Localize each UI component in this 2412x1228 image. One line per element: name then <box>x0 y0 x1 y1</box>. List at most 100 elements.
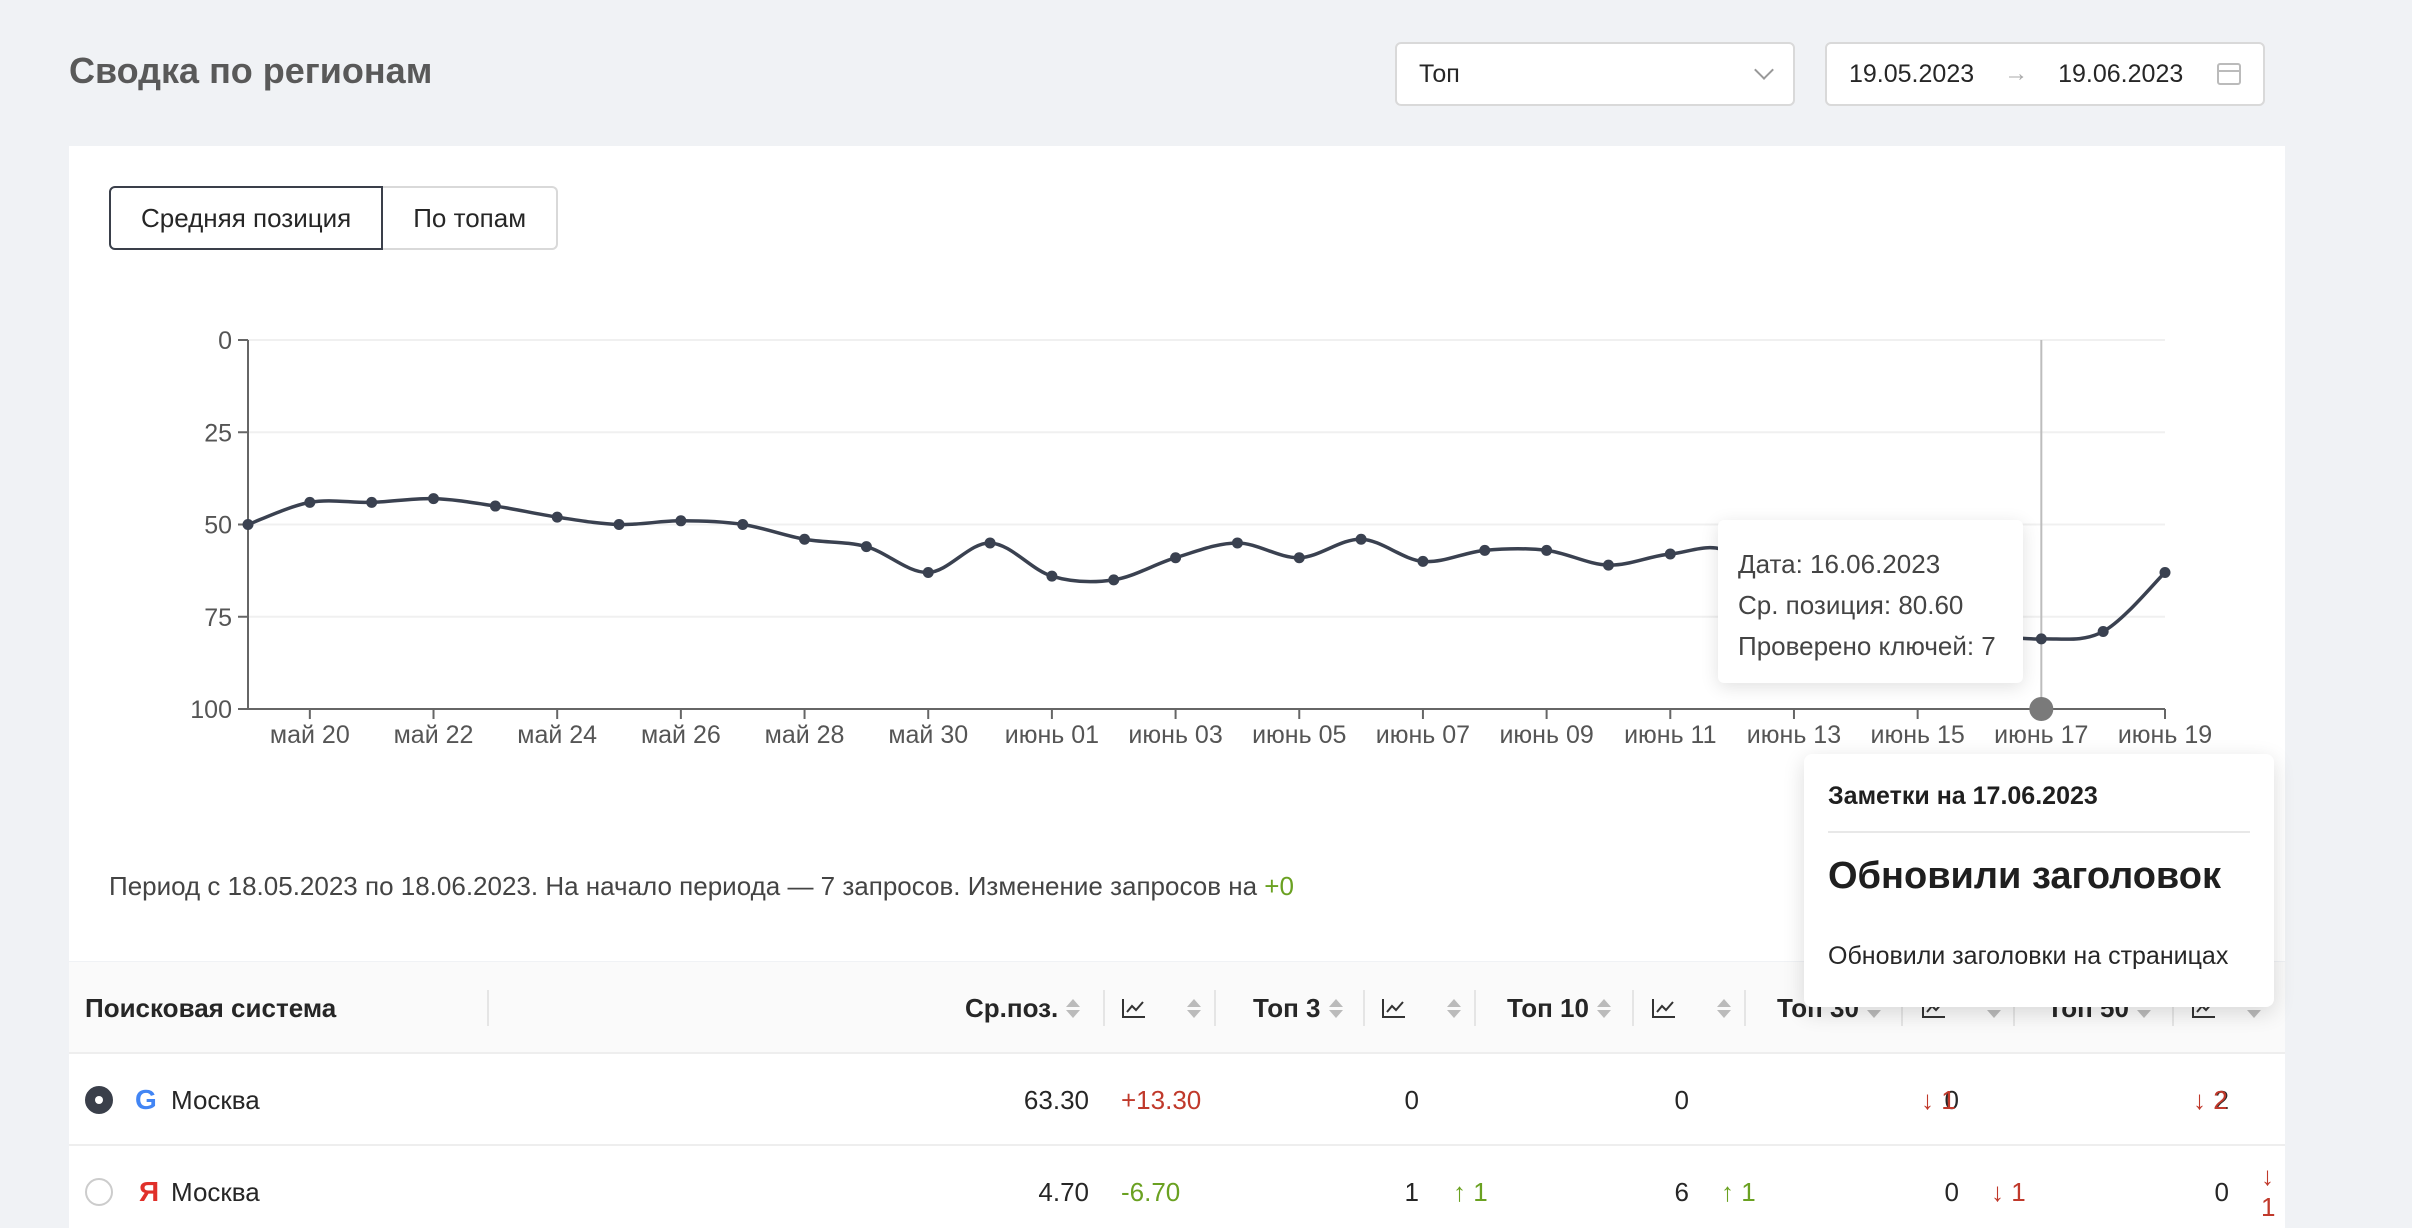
sort-icon[interactable] <box>1328 998 1343 1018</box>
sort-icon[interactable] <box>1187 998 1201 1018</box>
tab-avg-position[interactable]: Средняя позиция <box>109 186 384 250</box>
period-text: Период с 18.05.2023 по 18.06.2023. На на… <box>109 871 1265 901</box>
col-divider <box>1744 990 1746 1026</box>
col-divider <box>1901 990 1903 1026</box>
col-divider <box>2013 990 2015 1026</box>
data-point <box>2035 633 2047 645</box>
col-divider <box>1632 990 1634 1026</box>
sort-icon[interactable] <box>1447 998 1461 1018</box>
trend-chart-icon <box>1122 999 1145 1018</box>
trend-chart-icon <box>1382 999 1405 1018</box>
x-tick-label: июнь 17 <box>1994 721 2088 749</box>
col-top3-label: Топ 3 <box>1253 992 1321 1023</box>
tooltip-keys: Проверено ключей: 7 <box>1738 631 1996 661</box>
x-tick-label: май 30 <box>888 721 968 749</box>
col-top10-trend[interactable] <box>1651 962 1731 1054</box>
x-tick-label: июнь 05 <box>1252 721 1346 749</box>
sort-icon[interactable] <box>1717 998 1731 1018</box>
row-radio[interactable] <box>85 1054 113 1146</box>
x-tick-label: май 28 <box>765 721 845 749</box>
col-divider <box>1103 990 1105 1026</box>
data-point <box>428 493 440 505</box>
data-point <box>1417 555 1429 567</box>
data-point <box>984 537 996 549</box>
row-top10: 0 <box>1674 1084 1689 1115</box>
col-avg[interactable]: Ср.поз. <box>965 962 1081 1054</box>
tooltip-avg: Ср. позиция: 80.60 <box>1738 590 1964 620</box>
table-row[interactable]: G Москва 63.30 +13.30 0 0 0 ↓ 1 2 ↓ 2 <box>69 1054 2285 1146</box>
row-top50-delta: ↓ 1 <box>2261 1161 2276 1222</box>
data-point <box>1108 574 1120 586</box>
data-point <box>922 566 934 578</box>
data-point <box>304 496 316 508</box>
tab-by-tops[interactable]: По топам <box>383 186 559 250</box>
col-avg-trend[interactable] <box>1121 962 1201 1054</box>
row-top3: 1 <box>1404 1176 1419 1207</box>
x-tick-label: июнь 13 <box>1747 721 1841 749</box>
row-avg-delta: -6.70 <box>1121 1176 1181 1207</box>
col-divider <box>1214 990 1216 1026</box>
y-tick-label: 75 <box>204 604 232 632</box>
data-point <box>242 519 254 530</box>
row-city: Москва <box>171 1084 260 1115</box>
row-top30-delta: ↓ 1 <box>1991 1176 2026 1207</box>
x-tick-label: июнь 01 <box>1005 721 1099 749</box>
x-tick-label: июнь 03 <box>1128 721 1222 749</box>
tooltip-date: Дата: 16.06.2023 <box>1738 549 1941 579</box>
x-tick-label: июнь 11 <box>1624 721 1716 749</box>
arrow-right-icon: → <box>2004 60 2029 87</box>
sort-icon[interactable] <box>1066 998 1081 1018</box>
y-tick-label: 50 <box>204 512 232 540</box>
view-toggle: Средняя позиция По топам <box>109 186 559 250</box>
row-radio[interactable] <box>85 1146 113 1228</box>
date-to[interactable]: 19.06.2023 <box>2058 59 2184 88</box>
data-point <box>1664 548 1676 560</box>
x-tick-label: июнь 15 <box>1870 721 1964 749</box>
data-point <box>1231 537 1243 549</box>
row-top30: 0 <box>1944 1084 1959 1115</box>
table-row[interactable]: Я Москва 4.70 -6.70 1 ↑ 1 6 ↑ 1 0 ↓ 1 0 … <box>69 1146 2285 1228</box>
notes-popover: Заметки на 17.06.2023 Обновили заголовок… <box>1804 754 2274 1007</box>
calendar-icon <box>2217 63 2241 85</box>
data-point <box>1541 544 1553 556</box>
row-top10: 6 <box>1674 1176 1689 1207</box>
radio-selected[interactable] <box>85 1086 113 1114</box>
data-point <box>1293 552 1305 564</box>
x-tick-label: май 22 <box>394 721 474 749</box>
data-point <box>1170 552 1182 564</box>
data-point <box>799 533 811 545</box>
data-point <box>489 500 501 512</box>
row-top50: 2 <box>2214 1084 2229 1115</box>
col-engine-label: Поисковая система <box>85 992 337 1023</box>
top-select[interactable]: Топ <box>1395 42 1795 106</box>
col-top10[interactable]: Топ 10 <box>1507 962 1611 1054</box>
data-point <box>675 515 687 527</box>
notes-title: Обновили заголовок <box>1828 855 2222 897</box>
col-divider <box>487 990 489 1026</box>
col-engine: Поисковая система <box>85 962 336 1054</box>
page-title: Сводка по регионам <box>69 50 433 91</box>
col-top10-label: Топ 10 <box>1507 992 1589 1023</box>
row-top30: 0 <box>1944 1176 1959 1207</box>
y-tick-label: 0 <box>218 327 232 355</box>
radio-unselected[interactable] <box>85 1178 113 1206</box>
sort-icon[interactable] <box>1596 998 1611 1018</box>
x-tick-label: май 26 <box>641 721 721 749</box>
date-range-picker[interactable]: 19.05.2023 → 19.06.2023 <box>1825 42 2265 106</box>
col-divider <box>1363 990 1365 1026</box>
x-tick-label: июнь 09 <box>1499 721 1593 749</box>
col-divider <box>1474 990 1476 1026</box>
period-summary: Период с 18.05.2023 по 18.06.2023. На на… <box>109 871 1294 902</box>
row-top3: 0 <box>1404 1084 1419 1115</box>
col-top3-trend[interactable] <box>1381 962 1461 1054</box>
row-avg-delta: +13.30 <box>1121 1084 1202 1115</box>
x-tick-label: май 24 <box>517 721 597 749</box>
x-tick-label: июнь 19 <box>2118 721 2212 749</box>
row-top3-delta: ↑ 1 <box>1453 1176 1488 1207</box>
trend-chart-icon <box>1652 999 1675 1018</box>
col-top3[interactable]: Топ 3 <box>1253 962 1343 1054</box>
x-tick-label: июнь 07 <box>1376 721 1470 749</box>
date-from[interactable]: 19.05.2023 <box>1849 59 1975 88</box>
top-select-value: Топ <box>1419 59 1460 88</box>
data-point <box>551 511 563 523</box>
